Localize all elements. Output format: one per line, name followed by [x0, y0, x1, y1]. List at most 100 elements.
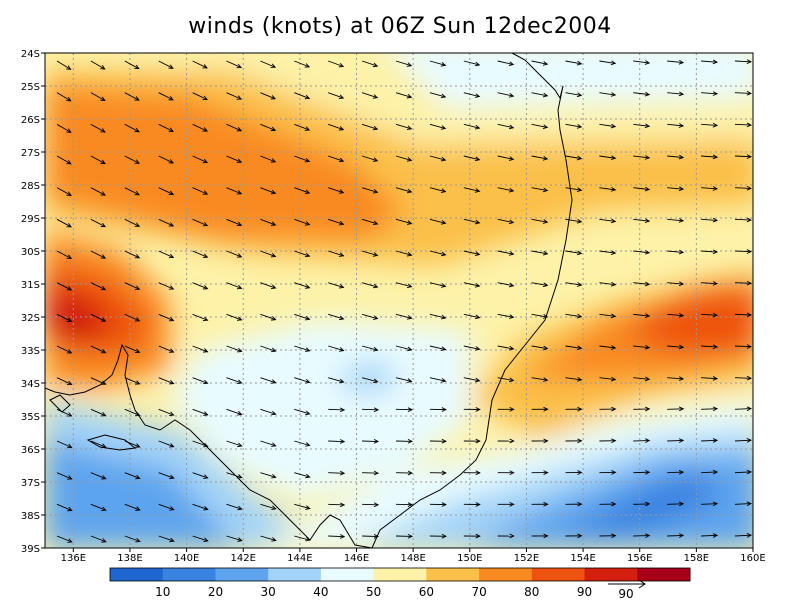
wind-arrow — [294, 345, 311, 352]
wind-arrow — [701, 312, 719, 318]
wind-arrow — [192, 60, 208, 69]
wind-arrow — [463, 218, 481, 225]
wind-arrow — [158, 282, 175, 290]
wind-arrow — [429, 60, 447, 67]
wind-arrow — [599, 60, 617, 66]
wind-arrow — [565, 187, 583, 192]
colorbar-swatch — [531, 568, 586, 581]
colorbar-swatch — [110, 568, 164, 581]
wind-arrow — [90, 535, 107, 543]
wind-arrow — [463, 345, 481, 351]
wind-arrow — [429, 282, 447, 288]
wind-arrow — [667, 249, 685, 255]
coastline — [44, 52, 573, 549]
lon-label: 156E — [627, 553, 652, 564]
wind-arrow — [158, 503, 175, 511]
wind-arrow — [158, 60, 174, 69]
wind-arrow — [734, 217, 753, 223]
wind-arrow — [701, 438, 719, 443]
wind-arrow — [667, 281, 685, 287]
wind-arrow — [124, 218, 141, 227]
wind-arrow — [531, 501, 549, 507]
wind-arrow — [497, 438, 515, 444]
wind-arrow — [565, 501, 583, 507]
wind-arrow — [599, 281, 617, 287]
wind-arrow — [701, 154, 719, 160]
wind-arrow — [361, 377, 379, 384]
wind-arrow — [124, 282, 141, 290]
wind-arrow — [158, 313, 175, 322]
wind-arrow — [56, 345, 73, 354]
wind-arrow — [260, 377, 277, 384]
wind-arrow — [531, 470, 549, 475]
wind-arrow — [463, 377, 481, 383]
wind-arrow — [667, 186, 685, 192]
wind-arrow — [531, 406, 549, 412]
wind-arrow — [463, 407, 481, 412]
lon-label: 136E — [61, 553, 86, 564]
wind-arrow — [599, 92, 617, 97]
wind-arrow — [158, 535, 175, 543]
wind-arrow — [531, 187, 549, 193]
wind-arrow — [294, 313, 311, 321]
lon-label: 142E — [231, 553, 256, 564]
wind-arrow — [56, 250, 73, 259]
wind-arrow — [599, 406, 617, 412]
wind-arrow — [124, 408, 141, 417]
wind-arrow — [226, 92, 243, 100]
wind-arrow — [599, 218, 617, 224]
wind-arrow — [361, 92, 379, 99]
wind-arrow — [124, 123, 140, 133]
wind-speed-field — [45, 53, 753, 548]
wind-arrow — [633, 91, 651, 97]
wind-arrow — [734, 185, 753, 191]
wind-arrow — [565, 533, 583, 539]
wind-arrow — [158, 187, 175, 195]
wind-arrow — [294, 155, 311, 163]
wind-arrow — [328, 60, 345, 68]
wind-arrow — [633, 155, 651, 160]
wind-arrow — [362, 470, 380, 476]
wind-arrow — [395, 187, 413, 194]
wind-arrow — [361, 313, 379, 320]
wind-arrow — [192, 123, 209, 132]
wind-arrow — [497, 407, 515, 412]
wind-arrow — [328, 155, 345, 163]
colorbar-swatch — [162, 568, 216, 581]
wind-arrow — [124, 472, 141, 480]
wind-arrow — [701, 91, 719, 96]
wind-arrow — [294, 535, 311, 542]
wind-arrow — [734, 122, 753, 128]
lat-label: 34S — [21, 379, 40, 390]
wind-arrow — [328, 345, 345, 352]
wind-arrow — [226, 313, 243, 321]
wind-arrow — [294, 503, 311, 510]
wind-arrow — [599, 533, 617, 539]
wind-arrow — [226, 123, 243, 132]
wind-arrow — [429, 155, 447, 162]
wind-arrow — [599, 376, 617, 382]
wind-arrow — [192, 155, 209, 164]
wind-arrow — [497, 218, 515, 225]
lon-label: 154E — [570, 553, 595, 564]
wind-arrow — [395, 345, 413, 352]
wind-arrow — [361, 60, 379, 68]
wind-arrow — [599, 470, 617, 475]
wind-arrow — [531, 377, 549, 382]
wind-arrow — [328, 534, 346, 539]
wind-arrow — [599, 345, 617, 350]
wind-arrow — [362, 534, 380, 539]
wind-arrow — [565, 60, 583, 66]
wind-arrow — [192, 377, 209, 385]
wind-arrow — [158, 472, 175, 480]
wind-arrow — [328, 282, 345, 289]
wind-arrow — [90, 250, 107, 259]
wind-arrow — [565, 313, 583, 319]
wind-arrow — [124, 440, 141, 448]
wind-arrow — [56, 535, 73, 543]
wind-arrow — [734, 375, 753, 381]
wind-arrow — [260, 250, 277, 258]
wind-arrow — [56, 123, 72, 133]
wind-arrow — [497, 187, 515, 193]
